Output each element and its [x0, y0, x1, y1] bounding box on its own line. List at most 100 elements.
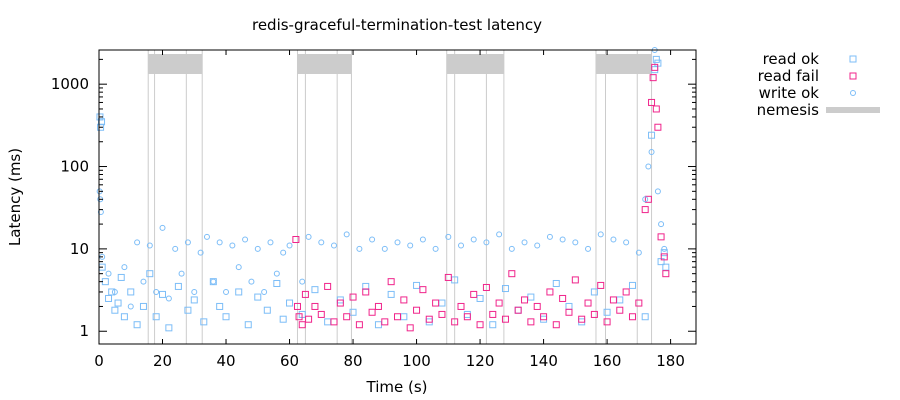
data-point-read-ok [286, 299, 294, 307]
data-point-write-ok [146, 242, 153, 249]
data-point-write-ok [159, 224, 166, 231]
data-point-read-fail [644, 195, 652, 203]
data-point-read-ok [463, 310, 471, 318]
data-point-read-ok [216, 302, 224, 310]
data-point-write-ok [483, 239, 490, 246]
data-point-read-fail [609, 296, 617, 304]
data-point-read-ok [527, 293, 535, 301]
data-point-read-fail [476, 321, 484, 329]
data-point-write-ok [585, 245, 592, 252]
data-point-read-fail [616, 306, 624, 314]
data-point-read-ok [514, 306, 522, 314]
data-point-read-fail [533, 302, 541, 310]
data-point-read-ok [400, 313, 408, 321]
data-point-read-ok [279, 315, 287, 323]
data-point-read-ok [127, 288, 135, 296]
data-point-write-ok [597, 231, 604, 238]
x-tick-label: 40 [216, 352, 235, 370]
data-point-read-ok [540, 315, 548, 323]
data-point-write-ok [661, 245, 668, 252]
data-point-read-ok [565, 302, 573, 310]
data-point-write-ok [178, 270, 185, 277]
data-point-read-fail [311, 302, 319, 310]
x-tick-label: 120 [466, 352, 495, 370]
data-point-write-ok [572, 239, 579, 246]
data-point-read-ok [641, 313, 649, 321]
data-point-write-ok [508, 245, 515, 252]
data-point-read-fail [298, 321, 306, 329]
data-point-read-fail [413, 306, 421, 314]
data-point-write-ok [235, 264, 242, 271]
data-point-read-fail [292, 236, 300, 244]
y-tick-label: 10 [70, 240, 89, 258]
data-point-write-ok [654, 188, 661, 195]
data-point-write-ok [318, 239, 325, 246]
data-point-read-fail [343, 313, 351, 321]
y-tick-label: 100 [60, 158, 89, 176]
data-point-read-fail [432, 299, 440, 307]
legend-label: nemesis [757, 101, 820, 119]
data-point-read-ok [133, 321, 141, 329]
data-point-write-ok [559, 236, 566, 243]
data-point-read-fail [540, 313, 548, 321]
data-point-write-ok [242, 236, 249, 243]
data-point-read-fail [648, 98, 656, 106]
x-tick-label: 0 [94, 352, 104, 370]
data-point-read-fail [295, 313, 303, 321]
data-point-read-ok [263, 306, 271, 314]
data-point-read-fail [495, 299, 503, 307]
data-point-write-ok [273, 270, 280, 277]
data-point-read-ok [108, 288, 116, 296]
data-point-read-fail [649, 74, 657, 82]
data-point-read-ok [273, 279, 281, 287]
data-point-read-ok [174, 282, 182, 290]
data-point-read-fail [305, 315, 313, 323]
data-point-write-ok [648, 149, 655, 156]
data-point-read-fail [628, 313, 636, 321]
data-point-write-ok [521, 239, 528, 246]
data-point-write-ok [496, 231, 503, 238]
data-point-read-fail [565, 308, 573, 316]
data-point-read-ok [101, 278, 109, 286]
x-tick-label: 160 [593, 352, 622, 370]
data-point-write-ok [635, 249, 642, 256]
data-point-write-ok [216, 239, 223, 246]
data-point-write-ok [203, 233, 210, 240]
data-point-read-ok [349, 308, 357, 316]
legend-label: read fail [758, 67, 819, 85]
data-point-read-ok [603, 308, 611, 316]
data-point-read-ok [501, 285, 509, 293]
data-point-write-ok [280, 249, 287, 256]
data-point-read-ok [628, 281, 636, 289]
data-point-read-fail [362, 288, 370, 296]
data-point-write-ok [165, 295, 172, 302]
data-point-read-fail [355, 321, 363, 329]
data-point-read-fail [546, 288, 554, 296]
data-point-write-ok [330, 242, 337, 249]
data-point-write-ok [381, 245, 388, 252]
data-point-read-ok [374, 321, 382, 329]
data-point-write-ok [432, 245, 439, 252]
data-point-read-ok [590, 288, 598, 296]
data-point-read-ok [438, 299, 446, 307]
data-point-read-ok [652, 55, 660, 63]
data-point-read-fail [597, 281, 605, 289]
data-point-write-ok [140, 278, 147, 285]
data-point-write-ok [610, 236, 617, 243]
data-point-read-ok [184, 306, 192, 314]
data-point-read-fail [324, 282, 332, 290]
data-point-read-fail [635, 299, 643, 307]
data-point-read-fail [559, 294, 567, 302]
data-point-read-ok [311, 286, 319, 294]
data-point-read-ok [244, 321, 252, 329]
data-point-read-ok [616, 296, 624, 304]
data-point-write-ok [172, 245, 179, 252]
data-point-write-ok [105, 270, 112, 277]
data-point-read-fail [514, 306, 522, 314]
data-point-write-ok [197, 249, 204, 256]
data-point-read-fail [501, 315, 509, 323]
data-point-write-ok [286, 242, 293, 249]
x-tick-label: 20 [153, 352, 172, 370]
data-point-read-fail [438, 310, 446, 318]
data-point-read-fail [387, 278, 395, 286]
